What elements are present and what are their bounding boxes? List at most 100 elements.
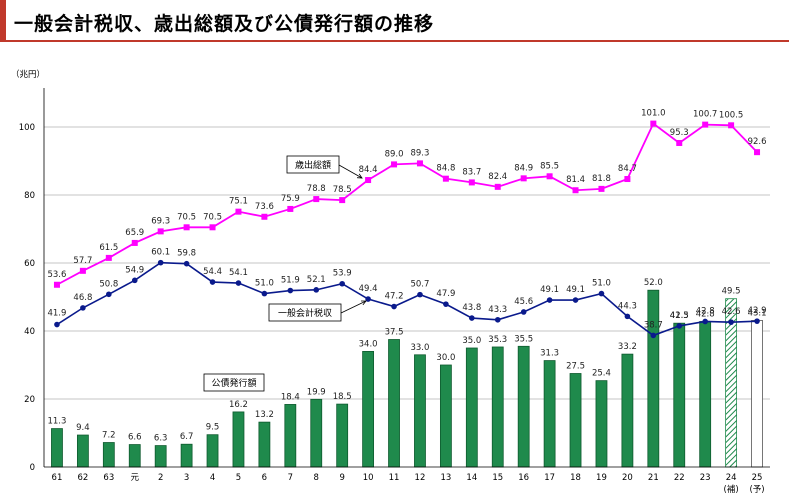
bond-bar [673, 322, 686, 468]
tax-data-label: 51.0 [255, 279, 274, 289]
tax-point [417, 291, 423, 298]
bond-bar [102, 442, 115, 468]
page-header: 一般会計税収、歳出総額及び公債発行額の推移 [0, 0, 789, 42]
bond-data-label: 33.2 [618, 342, 637, 352]
expenditure-point [105, 254, 112, 261]
expenditure-data-label: 101.0 [641, 109, 665, 119]
expenditure-data-label: 73.6 [255, 202, 274, 212]
x-tick-label: 元 [130, 473, 139, 483]
bond-bar [414, 354, 426, 468]
legend-tax-arrow-head [360, 300, 367, 306]
bond-bar [439, 364, 452, 468]
bond-bar [232, 411, 245, 468]
expenditure-data-label: 82.4 [488, 172, 507, 182]
bond-bar [543, 360, 556, 468]
bond-data-label: 18.5 [333, 392, 352, 402]
bond-bar [180, 443, 193, 468]
x-tick-label: 17 [544, 473, 555, 483]
expenditure-data-label: 100.5 [719, 110, 743, 120]
expenditure-data-label: 84.4 [359, 165, 378, 175]
tax-point [754, 318, 760, 324]
tax-data-label: 50.8 [99, 279, 118, 289]
bond-bar [465, 347, 478, 468]
expenditure-data-label: 89.0 [385, 149, 404, 159]
tax-point [728, 319, 734, 325]
tax-data-label: 38.7 [644, 320, 663, 330]
bond-data-label: 6.6 [128, 433, 142, 443]
x-tick-label: 6 [262, 473, 267, 483]
bond-data-label: 52.0 [644, 278, 663, 288]
x-tick-label: 9 [339, 473, 344, 483]
y-tick-label: 40 [24, 327, 35, 337]
legend-expenditure-box [286, 155, 340, 174]
expenditure-data-label: 78.5 [333, 185, 352, 195]
x-tick-label: 24 [726, 473, 737, 483]
x-tick-label: 5 [236, 473, 241, 483]
expenditure-point [287, 205, 294, 212]
legend-bonds-label: 公債発行額 [211, 377, 256, 389]
bond-bar [284, 404, 297, 468]
expenditure-point [728, 122, 735, 129]
tax-data-label: 52.1 [307, 275, 326, 285]
tax-data-label: 44.3 [618, 301, 637, 311]
expenditure-point [339, 197, 346, 204]
x-tick-label: 7 [288, 473, 293, 483]
bond-bar [517, 345, 530, 468]
tax-point [131, 277, 138, 284]
data-labels: 53.6 57.7 61.5 65.9 69.3 70.5 70.5 75.1 73.6 75.9… [47, 109, 766, 444]
tax-point [261, 290, 268, 297]
y-tick-label: 20 [24, 395, 35, 405]
x-tick-label: 62 [77, 473, 88, 483]
tax-data-label: 54.9 [125, 265, 144, 275]
tax-point [650, 332, 657, 339]
tax-data-label: 42.6 [722, 307, 741, 317]
expenditure-point [365, 177, 372, 184]
tax-data-label: 45.6 [514, 297, 533, 307]
expenditure-point [598, 185, 605, 192]
bond-bars [51, 289, 763, 468]
bond-bar [362, 350, 375, 468]
bond-data-label: 35.3 [488, 335, 507, 345]
tax-data-label: 47.9 [436, 289, 455, 299]
expenditure-point [468, 179, 475, 186]
expenditure-data-label: 65.9 [125, 228, 144, 238]
expenditure-point [313, 196, 320, 203]
expenditure-data-label: 53.6 [47, 270, 66, 280]
x-tick-label: 11 [389, 473, 400, 483]
bond-bar [76, 434, 89, 468]
tax-data-label: 50.7 [410, 280, 429, 290]
tax-point [443, 301, 449, 307]
expenditure-data-label: 81.4 [566, 175, 585, 185]
bond-data-label: 42.8 [696, 309, 715, 319]
expenditure-point [183, 224, 190, 231]
tax-point [469, 315, 475, 321]
bond-data-label: 19.9 [307, 387, 326, 397]
tax-data-label: 43.3 [488, 305, 507, 315]
bond-data-label: 6.7 [180, 432, 194, 442]
tax-point [702, 318, 708, 325]
tax-point [183, 260, 190, 267]
bond-data-label: 30.0 [436, 353, 455, 363]
tax-point [546, 297, 553, 303]
legend-expenditure-arrow-head [356, 173, 363, 179]
tax-point [624, 313, 631, 320]
expenditure-data-label: 75.9 [281, 194, 300, 204]
legend-expenditure-arrow [338, 164, 363, 179]
tax-point [365, 296, 371, 302]
x-tick-label: 4 [210, 473, 215, 483]
bond-bar [336, 403, 349, 468]
tax-data-label: 41.5 [670, 311, 689, 321]
x-tick-label: 13 [440, 473, 451, 483]
bond-data-label: 9.5 [206, 423, 220, 433]
tax-point [80, 305, 86, 311]
tax-data-label: 49.4 [359, 284, 378, 294]
tax-point [598, 290, 605, 297]
tax-data-label: 49.1 [540, 285, 559, 295]
tax-point [572, 297, 579, 303]
x-tick-label: 20 [622, 473, 633, 483]
tax-point [54, 321, 60, 328]
bond-data-label: 9.4 [76, 423, 90, 433]
bond-bar [621, 353, 634, 468]
tax-data-label: 42.8 [696, 306, 715, 316]
